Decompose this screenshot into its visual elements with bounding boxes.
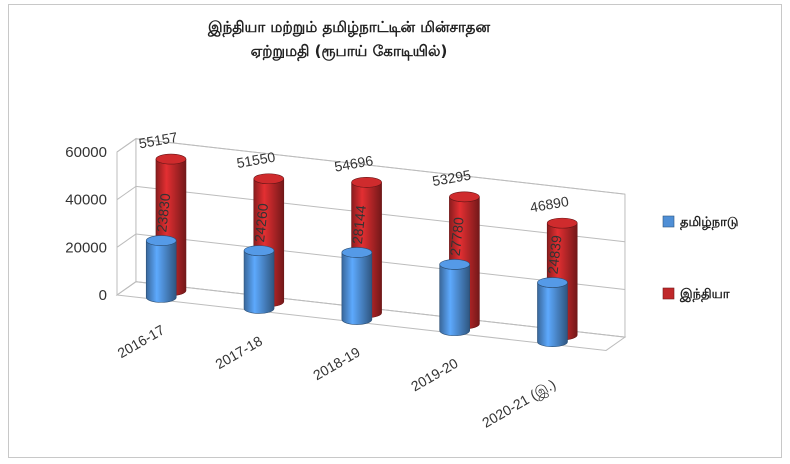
bar-tamilnadu	[243, 250, 275, 314]
bar-top-tamilnadu	[537, 277, 568, 288]
bar-tamilnadu	[145, 240, 177, 303]
chart-canvas: இந்தியா மற்றும் தமிழ்நாட்டின் மின்சாதன ஏற…	[65, 18, 738, 432]
bar-top-india	[351, 177, 382, 188]
data-label-india: 55157	[138, 129, 179, 152]
bars	[145, 153, 578, 347]
x-tick-label: 2019-20	[408, 355, 461, 395]
legend-swatch	[662, 287, 675, 300]
gridline-side	[116, 138, 137, 153]
bar-tamilnadu	[341, 252, 373, 325]
data-label-tamilnadu: 28144	[349, 204, 369, 245]
gridline-side	[116, 185, 137, 201]
y-tick-label: 60000	[65, 144, 107, 161]
y-axis: 0 20000 40000 60000	[65, 144, 107, 304]
gridline-side	[116, 281, 137, 296]
bar-tamilnadu	[439, 264, 470, 336]
bar-top-india	[155, 153, 187, 165]
side-wall	[116, 137, 137, 296]
x-tick-label: 2017-18	[212, 333, 265, 373]
chart-title-line: இந்தியா மற்றும் தமிழ்நாட்டின் மின்சாதன	[207, 18, 490, 37]
data-label-tamilnadu: 24260	[251, 202, 271, 243]
chart-title: இந்தியா மற்றும் தமிழ்நாட்டின் மின்சாதன ஏற…	[207, 18, 490, 61]
bar-top-india	[449, 191, 480, 203]
data-label-tamilnadu: 24839	[545, 234, 565, 275]
data-label-tamilnadu: 23830	[153, 192, 173, 233]
data-label-india: 51550	[235, 149, 276, 172]
data-label-india: 53295	[431, 167, 472, 190]
bar-top-tamilnadu	[243, 245, 275, 256]
legend-label: இந்தியா	[679, 287, 730, 302]
x-tick-label: 2018-19	[310, 344, 363, 384]
bar-top-tamilnadu	[145, 235, 177, 246]
bar-top-tamilnadu	[341, 247, 373, 258]
data-label-india: 46890	[529, 193, 570, 216]
legend-swatch	[662, 215, 675, 228]
bar-top-tamilnadu	[439, 259, 470, 270]
y-tick-label: 40000	[65, 192, 107, 209]
x-tick-label: 2020-21 (இ.)	[479, 376, 559, 432]
legend-label: தமிழ்நாடு	[680, 215, 738, 230]
data-labels: 55157 51550 54696 53295 46890 23830 24260 28144…	[138, 129, 571, 275]
bar-top-india	[546, 217, 578, 229]
y-tick-label: 20000	[65, 239, 107, 256]
chart-title-line: ஏற்றுமதி (ரூபாய் கோடியில்)	[251, 42, 448, 61]
gridline-side	[116, 233, 137, 248]
x-tick-label: 2016-17	[115, 321, 168, 361]
bar-tamilnadu	[537, 282, 568, 347]
gridline	[135, 138, 626, 195]
chart-frame: இந்தியா மற்றும் தமிழ்நாட்டின் மின்சாதன ஏற…	[8, 4, 782, 458]
legend: தமிழ்நாடு இந்தியா	[662, 215, 738, 302]
data-label-india: 54696	[333, 152, 374, 175]
bar-top-india	[253, 173, 285, 185]
y-tick-label: 0	[99, 287, 107, 304]
data-label-tamilnadu: 27780	[447, 216, 467, 257]
